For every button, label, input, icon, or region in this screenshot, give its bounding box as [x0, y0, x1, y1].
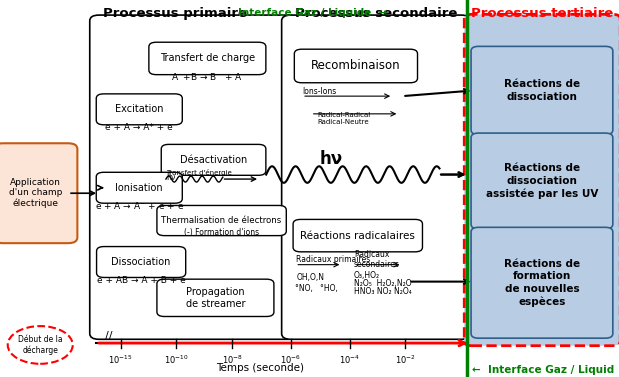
FancyBboxPatch shape [157, 279, 274, 317]
FancyBboxPatch shape [97, 172, 183, 203]
Text: Début de la
décharge: Début de la décharge [18, 335, 63, 355]
Text: Transfert de charge: Transfert de charge [160, 54, 255, 63]
Text: Propagation
de streamer: Propagation de streamer [186, 287, 245, 309]
Text: Dissociation: Dissociation [111, 257, 171, 267]
Text: hν: hν [319, 150, 343, 168]
Text: Processus secondaire: Processus secondaire [295, 7, 457, 20]
FancyBboxPatch shape [0, 143, 77, 243]
Text: Désactivation: Désactivation [180, 155, 247, 165]
Text: 10$^{-2}$: 10$^{-2}$ [395, 354, 416, 366]
Text: HNO₃ NO₂ N₂O₄: HNO₃ NO₂ N₂O₄ [354, 287, 412, 296]
FancyBboxPatch shape [471, 133, 613, 229]
Text: Réactions de
formation
de nouvelles
espèces: Réactions de formation de nouvelles espè… [504, 259, 580, 307]
FancyBboxPatch shape [282, 15, 470, 339]
Text: Radicaux
secondaires: Radicaux secondaires [354, 250, 400, 269]
Text: OH,O,N: OH,O,N [297, 273, 325, 282]
Text: A$^{−}$+B → B$^{−}$ + A: A$^{−}$+B → B$^{−}$ + A [171, 71, 243, 82]
Text: ←  Interface Gaz / Liquid: ← Interface Gaz / Liquid [472, 365, 614, 375]
Ellipse shape [7, 326, 73, 364]
FancyBboxPatch shape [157, 205, 286, 236]
Text: 10$^{-6}$: 10$^{-6}$ [280, 354, 301, 366]
Text: e + A → A$^{-}$ + e + e: e + A → A$^{-}$ + e + e [95, 200, 184, 211]
FancyBboxPatch shape [149, 42, 266, 75]
Text: Ionisation: Ionisation [116, 183, 163, 193]
Text: Recombinaison: Recombinaison [311, 60, 400, 72]
FancyBboxPatch shape [97, 247, 186, 277]
Text: Réactions radicalaires: Réactions radicalaires [300, 231, 415, 241]
Text: e + A → A* + e: e + A → A* + e [105, 123, 173, 132]
Text: Radicaux primaires: Radicaux primaires [296, 255, 370, 264]
Text: 10$^{-10}$: 10$^{-10}$ [164, 354, 189, 366]
FancyBboxPatch shape [294, 49, 417, 83]
Text: (-) Formation d'ions: (-) Formation d'ions [184, 228, 259, 237]
Text: 10$^{-8}$: 10$^{-8}$ [222, 354, 243, 366]
FancyBboxPatch shape [293, 219, 422, 252]
Text: Interface Gaz / Liquide  →: Interface Gaz / Liquide → [238, 8, 387, 18]
Text: N₂O₅  H₂O₂,N₂O: N₂O₅ H₂O₂,N₂O [354, 279, 412, 288]
Text: Réactions de
dissociation: Réactions de dissociation [504, 79, 580, 102]
Text: Transfert d'énergie: Transfert d'énergie [166, 169, 232, 176]
Text: O₃,HO₂: O₃,HO₂ [354, 271, 380, 280]
Text: Processus primaire: Processus primaire [103, 7, 246, 20]
Text: //: // [105, 331, 112, 341]
Text: 10$^{-15}$: 10$^{-15}$ [108, 354, 133, 366]
Text: Réactions de
dissociation
assistée par les UV: Réactions de dissociation assistée par l… [486, 163, 598, 199]
Text: Ions-Ions: Ions-Ions [302, 87, 336, 96]
Text: 10$^{-4}$: 10$^{-4}$ [339, 354, 360, 366]
Text: hν: hν [166, 173, 175, 182]
Text: Thermalisation de électrons: Thermalisation de électrons [162, 216, 282, 225]
FancyBboxPatch shape [471, 227, 613, 338]
Text: Radical-Radical
Radical-Neutre: Radical-Radical Radical-Neutre [318, 112, 371, 125]
Text: Excitation: Excitation [115, 104, 163, 114]
FancyBboxPatch shape [471, 46, 613, 135]
Text: Application
d'un champ
électrique: Application d'un champ électrique [9, 178, 63, 208]
Text: Processus tertiaire: Processus tertiaire [471, 7, 613, 20]
FancyBboxPatch shape [161, 144, 266, 175]
Text: e + AB → A + B + e: e + AB → A + B + e [97, 276, 186, 285]
Text: °NO,   °HO,: °NO, °HO, [295, 284, 337, 293]
FancyBboxPatch shape [90, 15, 297, 339]
FancyBboxPatch shape [97, 94, 183, 125]
FancyBboxPatch shape [464, 14, 619, 346]
Text: Temps (seconde): Temps (seconde) [216, 363, 304, 372]
